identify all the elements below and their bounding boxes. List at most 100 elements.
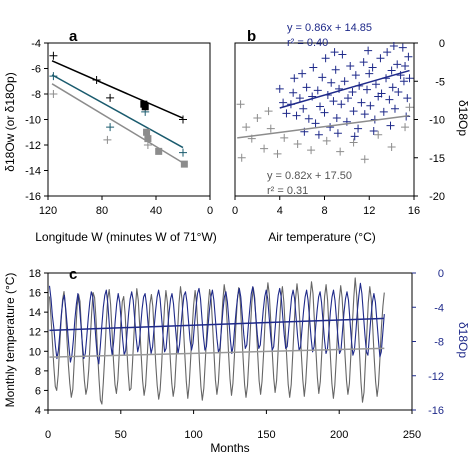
panel-a-square-point (143, 128, 151, 136)
panel-b-x-tick-label: 12 (363, 205, 375, 217)
panel-b-gray-point (322, 136, 331, 145)
panel-a-x-tick-label: 0 (207, 205, 213, 217)
panel-b-blue-point (279, 98, 288, 107)
panel-b-gray-point (280, 133, 289, 142)
panel-b-blue-point (302, 83, 311, 92)
panel-b-blue-point (349, 107, 358, 116)
panel-b-gray-point (401, 123, 410, 132)
panel-b-blue-point (366, 101, 375, 110)
panel-b-blue-point (369, 126, 378, 135)
panel-b-blue-point (393, 60, 402, 69)
panel-b-blue-point (329, 97, 338, 106)
panel-b-blue-point (365, 69, 374, 78)
panel-c-left-tick-label: 12 (29, 327, 41, 339)
panel-b-blue-point (337, 100, 346, 109)
panel-b-blue-point (387, 66, 396, 75)
panel-b-x-tick-label: 0 (232, 205, 238, 217)
panel-b-gray-point (307, 146, 316, 155)
panel-b-right-tick-label: 0 (439, 38, 445, 50)
temperature-series-line (48, 277, 385, 405)
panel-c-x-tick-label: 50 (115, 429, 127, 441)
panel-b-blue-point (379, 107, 388, 116)
panel-b-gray-point (349, 138, 358, 147)
panel-b-blue-point (346, 61, 355, 70)
panel-b-blue-point (298, 69, 307, 78)
panel-b-blue-point (357, 98, 366, 107)
panel-a-x-ticks: 120 80 40 0 (39, 196, 213, 217)
panel-a-trend-line-1 (51, 74, 184, 149)
panel-b-blue-point (333, 129, 342, 138)
panel-b-blue-point (309, 63, 318, 72)
panel-b-blue-point (327, 78, 336, 87)
panel-a-x-tick-label: 40 (150, 205, 162, 217)
panel-a-x-tick-label: 120 (39, 205, 57, 217)
blue-regression-r2: r² = 0.40 (287, 37, 328, 49)
panel-b-gray-point (253, 113, 262, 122)
panel-c-right-tick-label: -8 (434, 337, 444, 349)
panel-b-gray-point (242, 123, 251, 132)
panel-b-gray-point (273, 149, 282, 158)
panel-a-plus-point (92, 75, 101, 84)
panel-b-blue-point (290, 74, 299, 83)
panel-a-plus-point (103, 135, 112, 144)
panel-a-plus-point (49, 51, 58, 60)
panel-b-gray-point (266, 124, 275, 133)
panel-b-blue-point (331, 65, 340, 74)
d18o-series-line (48, 282, 385, 365)
panel-b-x-axis-label: Air temperature (°C) (268, 230, 376, 244)
panel-c-y-ticks: 18 16 14 12 10 8 6 4 0 -4 -8 -12 -16 (29, 268, 444, 417)
panel-b-gray-point (293, 139, 302, 148)
panel-b-gray-point (264, 107, 273, 116)
panel-c-left-tick-label: 10 (29, 346, 41, 358)
panel-c-right-tick-label: -12 (428, 371, 444, 383)
panel-c-left-tick-label: 18 (29, 268, 41, 280)
panel-c-left-tick-label: 4 (35, 405, 41, 417)
panel-c-marks (48, 277, 385, 405)
panel-c-left-axis-label: Monthly temperature (°C) (3, 273, 17, 408)
panel-a-y-tick-label: -14 (25, 166, 41, 178)
panel-b-gray-point (260, 144, 269, 153)
panel-b-blue-point (348, 87, 357, 96)
panel-a-square-point (155, 147, 163, 155)
panel-b-gray-point (236, 100, 245, 109)
panel-c-right-tick-label: -16 (428, 405, 444, 417)
panel-c-x-axis-label: Months (210, 441, 249, 455)
panel-a-trend-line-2 (51, 83, 184, 164)
panel-c-x-tick-label: 0 (45, 429, 51, 441)
panel-b-blue-point (371, 80, 380, 89)
panel-b-blue-point (385, 95, 394, 104)
panel-a-y-tick-label: -4 (31, 38, 41, 50)
panel-b-x-tick-label: 16 (408, 205, 420, 217)
panel-b-blue-point (332, 113, 341, 122)
blue-regression-equation: y = 0.86x + 14.85 (287, 22, 372, 34)
panel-a-plus-point (143, 141, 152, 149)
panel-b: 0 4 8 12 16 0 -5 -10 -15 -20 b y = 0.86x + 14.85… (232, 22, 470, 244)
panel-b-blue-point (386, 121, 395, 130)
panel-b-right-tick-label: -10 (429, 115, 445, 127)
panel-b-blue-point (377, 89, 386, 98)
panel-a-plus-point (106, 93, 115, 102)
panel-b-trend-line-0 (279, 69, 410, 109)
panel-c-trend-line-1 (49, 347, 385, 358)
panel-c-left-tick-label: 14 (29, 307, 41, 319)
panel-b-gray-point (336, 147, 345, 156)
panel-a-plus-point (49, 72, 58, 81)
panel-c-left-tick-label: 16 (29, 288, 41, 300)
panel-b-blue-point (405, 74, 414, 83)
panel-b-gray-point (387, 143, 396, 152)
panel-b-blue-point (359, 58, 368, 67)
panel-b-blue-point (363, 85, 372, 94)
panel-b-marks (236, 42, 414, 164)
panel-b-gray-point (237, 153, 246, 162)
panel-b-blue-point (282, 109, 291, 118)
panel-b-blue-point (330, 48, 339, 57)
panel-c-trend-line-0 (49, 317, 385, 332)
panel-b-blue-point (289, 88, 298, 97)
panel-c-right-tick-label: 0 (438, 268, 444, 280)
panel-b-blue-point (318, 73, 327, 82)
panel-b-x-tick-label: 4 (277, 205, 283, 217)
panel-b-blue-point (299, 104, 308, 113)
panel-c-x-tick-label: 250 (403, 429, 421, 441)
panel-b-blue-point (316, 102, 325, 111)
gray-regression-equation: y = 0.82x + 17.50 (267, 170, 352, 182)
